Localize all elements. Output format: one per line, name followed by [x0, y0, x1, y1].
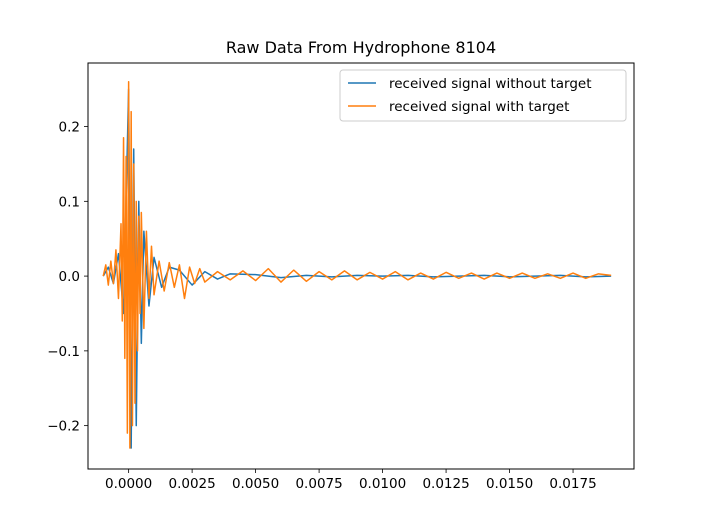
- x-tick-label: 0.0150: [486, 476, 533, 492]
- x-tick-label: 0.0075: [295, 476, 342, 492]
- x-tick-label: 0.0000: [105, 476, 152, 492]
- y-tick-label: 0.1: [59, 194, 80, 210]
- x-tick-label: 0.0175: [549, 476, 596, 492]
- y-tick-label: −0.1: [47, 344, 80, 360]
- x-tick-label: 0.0125: [422, 476, 469, 492]
- y-tick-label: 0.0: [59, 269, 80, 285]
- series-line-2: [102, 80, 612, 449]
- y-axis: −0.2 −0.1 0.0 0.1 0.2: [47, 120, 88, 435]
- legend: received signal without target received s…: [339, 69, 627, 122]
- y-tick-label: 0.2: [59, 120, 80, 136]
- chart-title: Raw Data From Hydrophone 8104: [226, 38, 496, 57]
- y-tick-label: −0.2: [47, 419, 80, 435]
- series-layer: [102, 80, 612, 449]
- plot-frame: [87, 62, 635, 470]
- x-tick-label: 0.0100: [359, 476, 406, 492]
- x-tick-label: 0.0025: [168, 476, 215, 492]
- legend-label-1: received signal without target: [389, 76, 592, 92]
- legend-box: [339, 69, 627, 122]
- x-axis: 0.0000 0.0025 0.0050 0.0075 0.0100 0.0125 0.01…: [105, 469, 597, 492]
- x-tick-label: 0.0050: [232, 476, 279, 492]
- legend-label-2: received signal with target: [389, 99, 569, 115]
